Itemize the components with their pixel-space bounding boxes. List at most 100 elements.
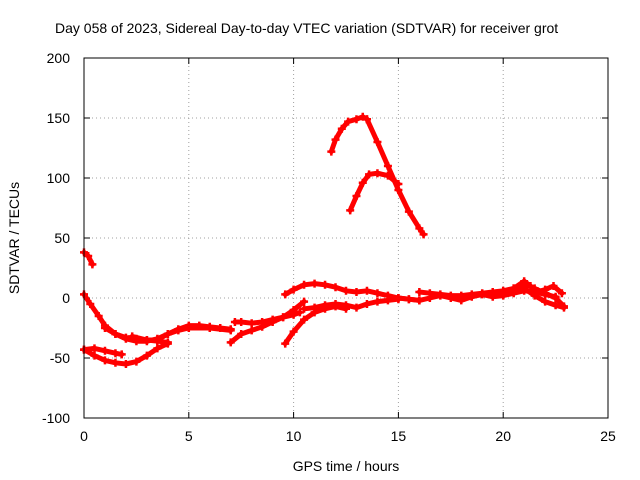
data-point-trace-a [88,260,97,269]
series-trace-m [364,116,427,237]
data-point-trace-f [184,321,193,330]
data-point-trace-n [394,180,403,188]
data-point-trace-h [247,326,256,335]
data-point-trace-p [425,294,434,302]
data-point-trace-m [404,207,413,216]
data-point-trace-r [520,277,529,286]
x-tick-label: 20 [495,428,511,444]
x-tick-label: 0 [80,428,88,444]
data-point-trace-i [352,288,361,296]
data-point-trace-n [352,192,361,200]
data-point-trace-i [362,286,371,295]
data-point-trace-p [436,291,445,300]
data-point-trace-m [373,138,382,146]
y-tick-label: 200 [47,50,71,66]
data-point-trace-l [331,135,340,144]
data-point-trace-l [327,147,336,156]
data-point-trace-l [344,117,353,126]
data-point-trace-b [94,312,103,320]
y-tick-label: 100 [47,170,71,186]
plot-frame [83,57,609,419]
y-axis-title: SDTVAR / TECUs [6,182,22,294]
data-point-trace-r [541,285,550,294]
series-trace-k [301,296,401,312]
data-point-trace-m [362,115,371,124]
data-point-trace-c [111,330,120,338]
data-point-trace-k [352,303,361,312]
data-point-trace-p [478,290,487,299]
grid [84,58,608,418]
data-point-trace-l [352,115,361,124]
data-point-trace-k [362,300,371,308]
data-point-trace-g [247,319,256,328]
data-point-trace-g [237,318,246,326]
data-point-trace-e [142,351,151,360]
data-point-trace-a [84,252,93,260]
x-axis-title: GPS time / hours [293,458,400,474]
y-tick-label: -100 [42,410,70,426]
data-point-trace-e [132,357,141,366]
series-group [80,112,568,368]
data-point-trace-h [279,313,288,322]
data-point-trace-p [457,296,466,305]
data-point-trace-q [541,297,550,306]
data-point-trace-h [268,318,277,326]
data-point-trace-q [520,284,529,293]
data-point-trace-m [419,230,428,239]
data-point-trace-r [526,282,535,290]
data-point-trace-g [295,308,304,317]
data-point-trace-q [499,289,508,298]
data-point-trace-l [358,112,367,121]
data-point-trace-q [488,291,497,300]
data-point-trace-k [331,300,340,308]
data-point-trace-f [163,330,172,338]
data-point-trace-o [415,288,424,296]
data-point-trace-k [373,297,382,306]
data-point-trace-j [281,339,290,348]
data-point-trace-h [226,338,235,347]
data-point-trace-e [111,358,120,367]
data-point-trace-l [337,124,346,133]
data-point-trace-f [142,336,151,344]
series-trace-n [347,170,401,213]
data-point-trace-r [549,282,558,290]
data-point-trace-p [404,295,413,304]
data-point-trace-r [557,289,566,298]
data-point-trace-i [310,279,319,288]
data-point-trace-p [467,292,476,301]
data-point-trace-q [559,303,568,312]
data-point-trace-m [383,162,392,170]
series-trace-b [81,291,234,344]
data-point-trace-i [321,280,330,289]
chart-title: Day 058 of 2023, Sidereal Day-to-day VTE… [55,20,558,36]
data-point-trace-f [128,332,137,341]
data-point-trace-i [373,289,382,298]
data-point-trace-n [346,206,355,215]
data-point-trace-f [216,324,225,332]
data-point-trace-f [153,336,162,344]
data-point-trace-f [195,321,204,330]
data-point-trace-i [331,283,340,292]
x-tick-label: 15 [391,428,407,444]
data-point-trace-n [365,170,374,179]
data-point-trace-h [300,297,309,306]
data-point-trace-e [153,344,162,353]
data-point-trace-j [289,327,298,336]
data-point-trace-h [237,330,246,338]
data-point-trace-n [383,171,392,180]
data-point-trace-c [100,324,109,332]
data-point-trace-h [258,322,267,331]
data-point-trace-h [289,306,298,314]
data-point-trace-r [509,284,518,293]
x-tick-label: 10 [286,428,302,444]
data-point-trace-n [373,169,382,178]
data-point-trace-k [342,301,350,310]
data-point-trace-d [90,344,99,353]
data-point-trace-e [90,351,99,360]
y-tick-label: -50 [50,350,70,366]
data-point-trace-e [163,339,172,348]
data-point-trace-f [226,325,235,334]
data-point-trace-e [121,360,130,368]
y-tick-label: 50 [54,230,70,246]
